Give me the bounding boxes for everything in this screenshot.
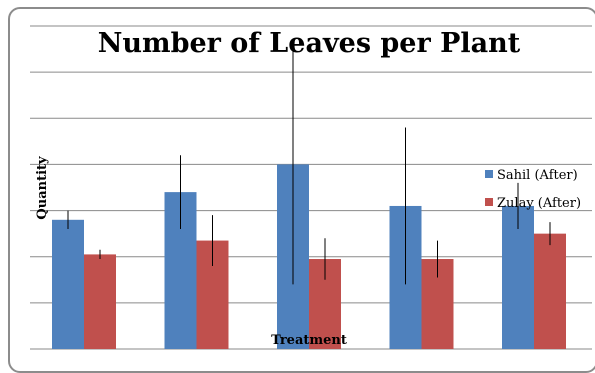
legend: Sahil (After) Zulay (After) <box>485 168 581 211</box>
bar-sahil-1 <box>52 220 84 349</box>
chart-title: Number of Leaves per Plant <box>98 28 521 59</box>
bar-zulay-5 <box>534 234 566 349</box>
legend-label-sahil: Sahil (After) <box>497 168 578 183</box>
legend-swatch-sahil <box>485 170 493 178</box>
bar-zulay-1 <box>84 254 116 349</box>
x-axis-title: Treatment <box>271 333 347 348</box>
legend-swatch-zulay <box>485 198 493 206</box>
y-axis-title: Quantity <box>35 156 50 220</box>
legend-label-zulay: Zulay (After) <box>497 196 581 211</box>
bar-chart: Number of Leaves per Plant Treatment Qua… <box>0 0 595 362</box>
